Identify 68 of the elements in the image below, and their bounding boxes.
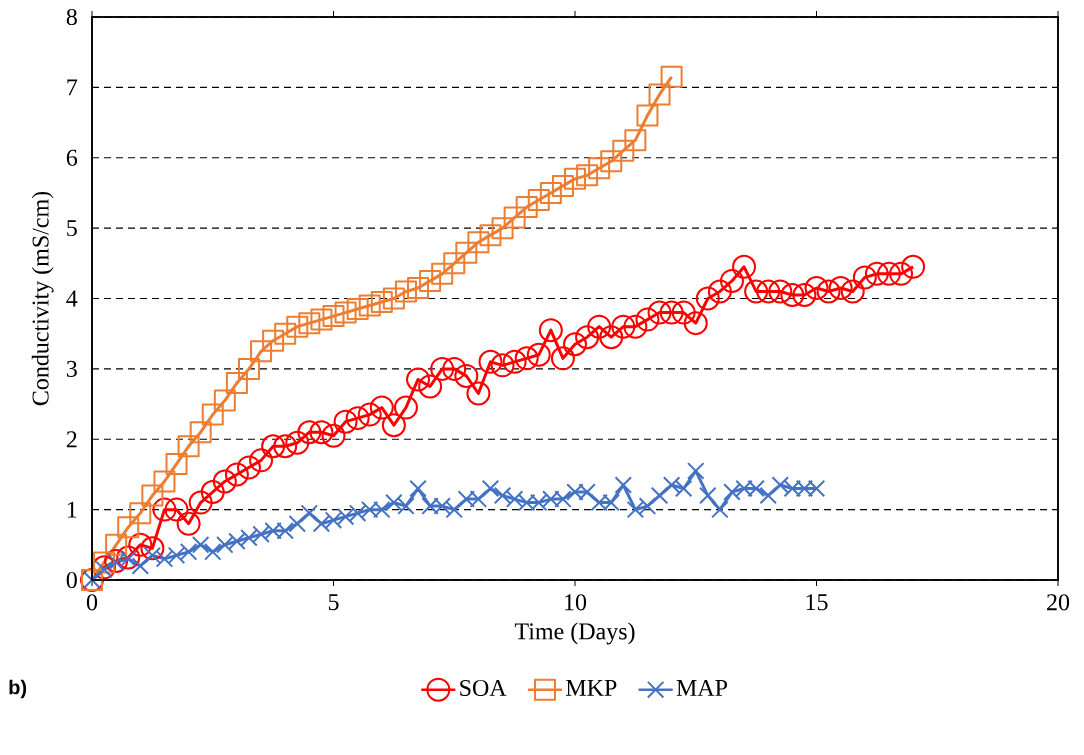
point	[515, 196, 538, 219]
point	[370, 291, 393, 314]
x-tick-label: 10	[565, 594, 587, 611]
point	[576, 164, 599, 187]
point	[225, 371, 248, 394]
y-tick-label: 3	[66, 360, 77, 377]
point	[551, 174, 574, 197]
point	[419, 269, 442, 292]
point	[527, 188, 550, 211]
point	[165, 452, 188, 475]
point	[250, 340, 273, 363]
y-tick-label: 6	[66, 149, 78, 166]
point	[479, 224, 502, 247]
point	[141, 484, 164, 507]
point	[358, 294, 381, 317]
legend-label: MAP	[676, 679, 728, 696]
point	[636, 104, 659, 127]
point	[237, 357, 260, 380]
y-tick-label: 5	[67, 220, 77, 237]
point	[407, 276, 430, 299]
y-axis-title: Conductivity (mS/cm)	[31, 191, 54, 406]
point	[334, 301, 357, 324]
x-tick-label: 15	[806, 594, 828, 611]
x-tick-label: 20	[1047, 594, 1070, 611]
point	[600, 150, 623, 173]
point	[467, 231, 490, 254]
point	[262, 329, 285, 352]
point	[310, 308, 333, 331]
point	[660, 65, 683, 88]
legend-label: MKP	[566, 680, 617, 696]
point	[443, 252, 466, 275]
point	[564, 167, 587, 190]
x-axis-title: Time (Days)	[514, 622, 635, 645]
point	[213, 389, 236, 412]
y-tick-label: 1	[67, 501, 77, 518]
x-tick-label: 5	[328, 594, 339, 611]
point	[274, 322, 297, 345]
point	[588, 157, 611, 180]
point	[189, 421, 212, 444]
point	[105, 533, 128, 556]
point	[93, 551, 116, 574]
point	[503, 206, 526, 229]
point	[431, 262, 454, 285]
point	[648, 83, 671, 106]
text: b)	[9, 679, 27, 699]
point	[153, 470, 176, 493]
point	[455, 241, 478, 264]
point	[539, 181, 562, 204]
legend-label: SOA	[460, 679, 507, 697]
x-tick-label: 0	[86, 594, 98, 611]
point	[346, 298, 369, 321]
point	[322, 305, 345, 328]
point	[177, 435, 200, 458]
point	[286, 315, 309, 338]
y-tick-label: 2	[66, 431, 77, 448]
y-tick-label: 0	[66, 571, 77, 589]
point	[382, 287, 405, 310]
point	[394, 280, 417, 303]
point	[624, 129, 647, 152]
point	[129, 502, 152, 525]
y-tick-label: 7	[67, 79, 78, 96]
point	[298, 312, 321, 335]
point	[117, 516, 140, 539]
point	[491, 217, 514, 240]
y-tick-label: 8	[66, 8, 77, 26]
y-tick-label: 4	[66, 290, 78, 307]
point	[612, 139, 635, 162]
point	[201, 403, 224, 426]
